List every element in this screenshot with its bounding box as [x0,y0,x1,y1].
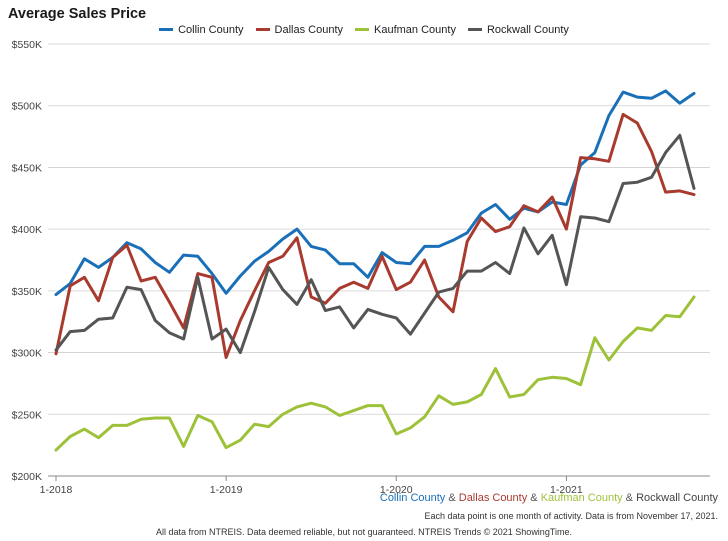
data-note: Each data point is one month of activity… [424,511,718,521]
y-tick-label: $200K [12,471,42,483]
legend-label: Rockwall County [486,24,569,36]
credit-part: Rockwall County [636,492,718,504]
legend-item-collin-county: Collin County [159,24,244,36]
legend-item-rockwall-county: Rockwall County [467,24,569,36]
y-tick-label: $350K [12,286,42,298]
legend-swatch [159,27,174,31]
y-tick-label: $450K [12,162,42,174]
chart-title: Average Sales Price [8,6,147,22]
legend-swatch [355,27,370,31]
legend-item-dallas-county: Dallas County [255,24,344,36]
y-tick-label: $300K [12,348,42,360]
legend-swatch [255,27,270,31]
y-tick-label: $250K [12,409,42,421]
legend-label: Collin County [178,24,244,36]
credit-part: & [445,492,459,504]
series-line-collin-county [54,89,696,297]
footer-disclaimer: All data from NTREIS. Data deemed reliab… [155,527,572,537]
credit-part: & [622,492,637,504]
legend-label: Kaufman County [374,24,456,36]
x-tick-label: 1-2020 [380,484,413,496]
series-line-rockwall-county [54,133,696,355]
credit-part: Collin County [379,492,446,504]
x-tick-label: 1-2019 [210,484,243,496]
series-credit: Collin County & Dallas County & Kaufman … [380,492,718,504]
credit-part: Dallas County [458,492,528,504]
credit-part: Kaufman County [540,492,623,504]
legend-swatch [467,27,482,31]
y-tick-label: $400K [12,224,42,236]
chart-legend: Collin County Dallas County Kaufman County… [0,24,728,36]
y-tick-label: $550K [12,39,42,51]
credit-part: & [527,492,541,504]
series-line-kaufman-county [54,295,696,452]
legend-label: Dallas County [274,24,344,36]
series-line-dallas-county [54,112,696,359]
y-tick-label: $500K [12,101,42,113]
x-tick-label: 1-2018 [40,484,73,496]
legend-item-kaufman-county: Kaufman County [355,24,456,36]
x-tick-label: 1-2021 [550,484,583,496]
